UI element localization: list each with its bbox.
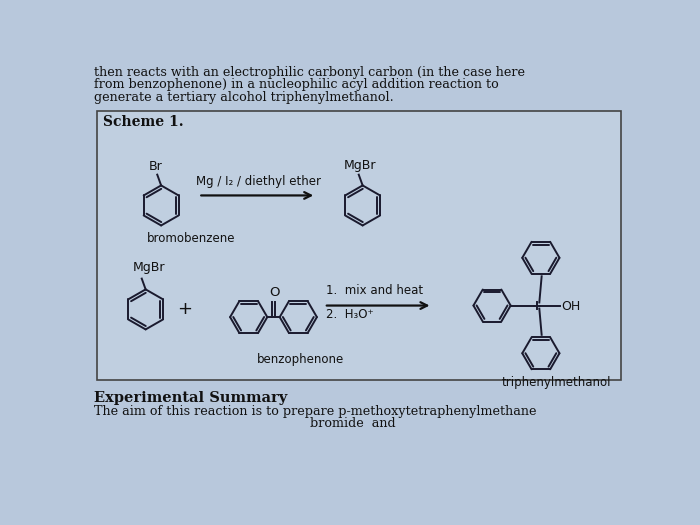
Text: Scheme 1.: Scheme 1. <box>103 116 183 129</box>
Text: OH: OH <box>561 300 580 313</box>
Text: triphenylmethanol: triphenylmethanol <box>502 376 612 390</box>
Text: generate a tertiary alcohol triphenylmethanol.: generate a tertiary alcohol triphenylmet… <box>94 91 393 104</box>
Text: benzophenone: benzophenone <box>256 353 344 366</box>
Text: 2.  H₃O⁺: 2. H₃O⁺ <box>326 308 374 321</box>
Text: O: O <box>269 287 279 299</box>
Text: MgBr: MgBr <box>133 261 166 274</box>
Text: then reacts with an electrophilic carbonyl carbon (in the case here: then reacts with an electrophilic carbon… <box>94 66 525 79</box>
Text: +: + <box>177 300 192 318</box>
Text: bromobenzene: bromobenzene <box>147 233 236 245</box>
Text: from benzophenone) in a nucleophilic acyl addition reaction to: from benzophenone) in a nucleophilic acy… <box>94 78 498 91</box>
Text: bromide  and: bromide and <box>94 417 395 430</box>
Text: Br: Br <box>149 160 162 173</box>
Text: 1.  mix and heat: 1. mix and heat <box>326 284 424 297</box>
Bar <box>97 111 621 380</box>
Text: The aim of this reaction is to prepare p-methoxytetraphenylmethane: The aim of this reaction is to prepare p… <box>94 405 536 418</box>
Text: MgBr: MgBr <box>344 159 377 172</box>
Text: Experimental Summary: Experimental Summary <box>94 391 287 405</box>
Text: Mg / I₂ / diethyl ether: Mg / I₂ / diethyl ether <box>195 175 321 188</box>
